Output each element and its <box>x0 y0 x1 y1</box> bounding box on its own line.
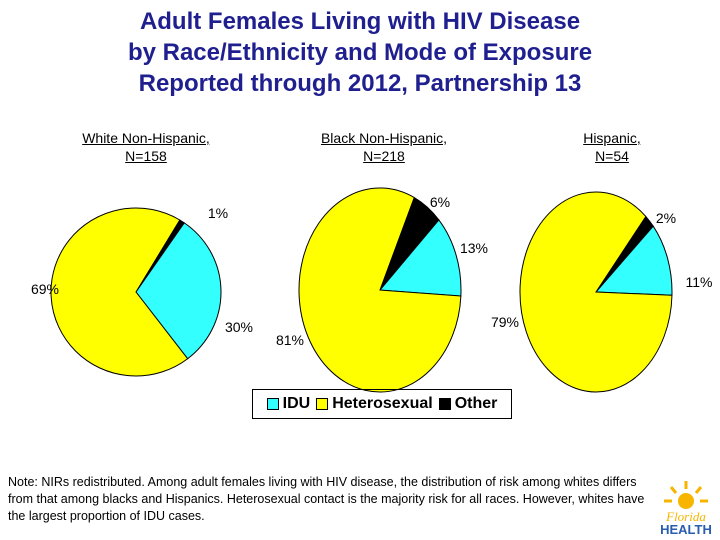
pie-title-hispanic: Hispanic, N=54 <box>542 129 682 165</box>
sun-icon <box>664 481 708 509</box>
pie-slice-idu <box>594 225 673 296</box>
pie-slice-idu <box>135 222 222 360</box>
logo-text-health: HEALTH <box>660 522 712 537</box>
legend-swatch-heterosexual <box>316 398 329 410</box>
label-hispanic-heterosexual: 79% <box>491 314 519 330</box>
legend-item-heterosexual: Heterosexual <box>316 395 433 413</box>
label-hispanic-idu: 11% <box>686 274 713 290</box>
pie-title-white-name: White Non-Hispanic, <box>82 130 210 146</box>
pie-title-white-n: N=158 <box>125 148 167 164</box>
legend-item-idu: IDU <box>266 395 311 413</box>
legend-swatch-other <box>438 398 451 410</box>
label-black-heterosexual: 81% <box>276 332 304 348</box>
pie-hispanic <box>519 191 673 393</box>
title-line-3: Reported through 2012, Partnership 13 <box>138 70 582 97</box>
pie-slice-heterosexual <box>298 187 462 393</box>
pie-white <box>50 207 222 377</box>
chart-legend: IDU Heterosexual Other <box>252 389 512 419</box>
label-white-heterosexual: 69% <box>31 281 59 297</box>
label-black-idu: 13% <box>460 240 488 256</box>
label-hispanic-other: 2% <box>656 210 676 226</box>
pie-black <box>298 187 462 393</box>
legend-item-other: Other <box>438 395 498 413</box>
pie-slice-idu <box>378 219 462 297</box>
pie-title-black-n: N=218 <box>363 148 405 164</box>
legend-swatch-idu <box>266 398 279 410</box>
pie-slice-heterosexual <box>519 191 673 393</box>
legend-label-other: Other <box>454 395 498 412</box>
label-black-other: 6% <box>430 194 450 210</box>
pie-title-hispanic-n: N=54 <box>595 148 629 164</box>
pie-value-labels: 30% 69% 1% 13% 81% 6% 11% 79% 2% <box>31 194 713 348</box>
title-line-1: Adult Females Living with HIV Disease <box>139 8 581 35</box>
title-line-2: by Race/Ethnicity and Mode of Exposure <box>127 39 593 66</box>
note-text: Note: NIRs redistributed. Among adult fe… <box>8 475 645 523</box>
pie-title-black: Black Non-Hispanic, N=218 <box>294 129 474 165</box>
chart-title: Adult Females Living with HIV Disease by… <box>40 6 680 99</box>
label-white-idu: 30% <box>225 319 253 335</box>
pie-title-white: White Non-Hispanic, N=158 <box>56 129 236 165</box>
logo-text-florida: Florida <box>665 509 706 524</box>
legend-label-heterosexual: Heterosexual <box>332 395 433 412</box>
pie-slice-heterosexual <box>50 207 189 377</box>
pie-title-hispanic-name: Hispanic, <box>583 130 641 146</box>
pie-title-black-name: Black Non-Hispanic, <box>320 130 448 146</box>
label-white-other: 1% <box>208 205 228 221</box>
legend-label-idu: IDU <box>282 395 311 412</box>
florida-health-logo: Florida HEALTH <box>660 481 712 537</box>
